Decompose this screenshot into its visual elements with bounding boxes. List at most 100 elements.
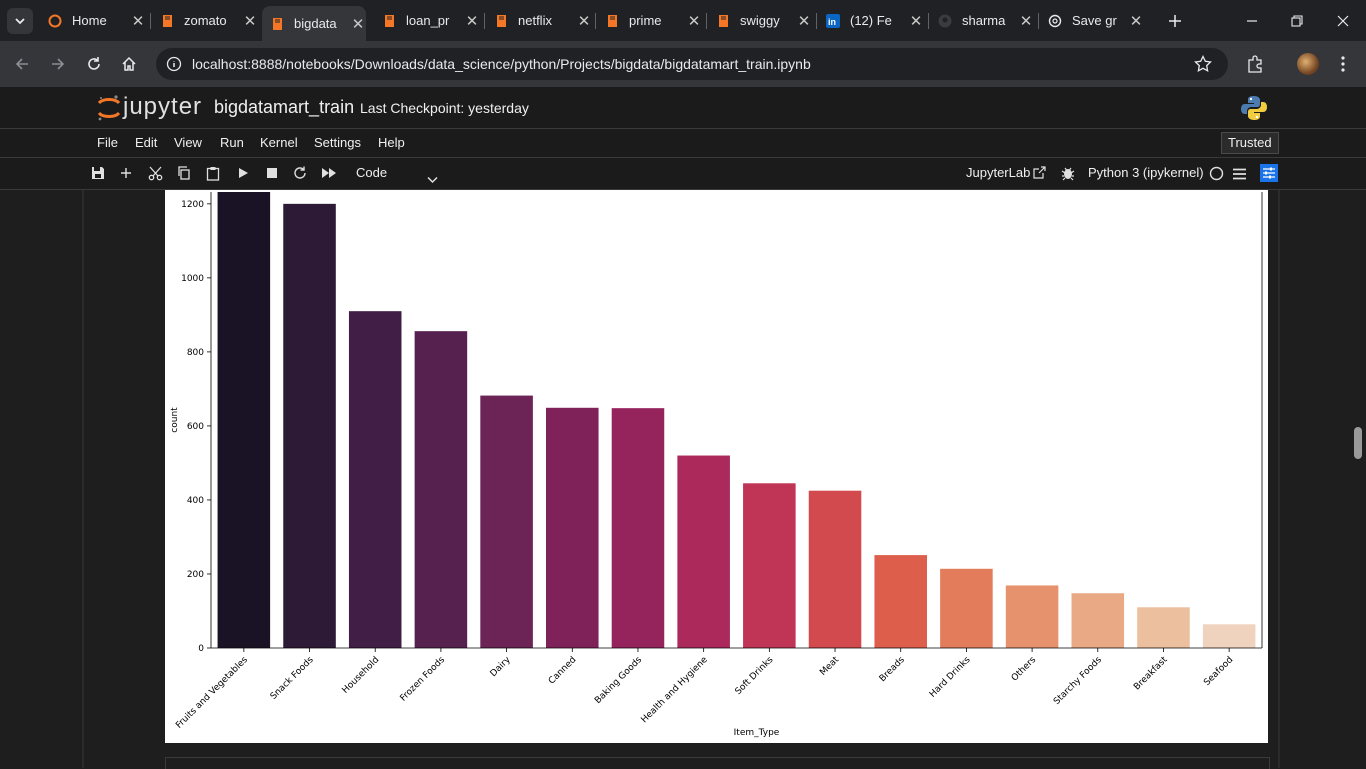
browser-tab[interactable]: loan_pr ✕: [374, 0, 480, 41]
close-tab-icon[interactable]: ✕: [797, 12, 811, 30]
external-link-icon[interactable]: [1033, 166, 1046, 184]
browser-tab[interactable]: Home ✕: [40, 0, 146, 41]
y-tick-label: 1000: [181, 274, 204, 284]
profile-avatar[interactable]: [1293, 41, 1323, 87]
reload-button[interactable]: [79, 41, 109, 87]
browser-tab[interactable]: bigdata ✕: [262, 6, 366, 41]
tab-title: Save gr: [1072, 13, 1117, 28]
browser-tab[interactable]: Save gr ✕: [1040, 0, 1144, 41]
browser-tab[interactable]: sharma ✕: [930, 0, 1034, 41]
bar: [874, 555, 927, 648]
checkpoint-status: Last Checkpoint: yesterday: [360, 100, 529, 116]
close-tab-icon[interactable]: ✕: [577, 12, 591, 30]
tab-separator: [706, 13, 707, 29]
close-tab-icon[interactable]: ✕: [131, 12, 145, 30]
close-icon: [1337, 15, 1349, 26]
home-button[interactable]: [114, 41, 144, 87]
save-icon: [92, 167, 104, 179]
bar: [940, 568, 993, 648]
trusted-indicator[interactable]: Trusted: [1221, 132, 1279, 154]
close-tab-icon[interactable]: ✕: [465, 12, 479, 30]
y-tick-label: 600: [187, 422, 204, 432]
close-tab-icon[interactable]: ✕: [909, 12, 923, 30]
copy-button[interactable]: [175, 164, 193, 182]
extensions-button[interactable]: [1240, 41, 1270, 87]
cut-button[interactable]: [146, 164, 164, 182]
x-tick-label: Starchy Foods: [1052, 655, 1104, 707]
openai-icon: [1048, 14, 1062, 27]
notebook-icon: [497, 14, 506, 27]
cell-type-select[interactable]: Code: [356, 165, 388, 180]
toc-list-icon[interactable]: [1233, 167, 1246, 185]
play-icon: [239, 168, 248, 178]
close-tab-icon[interactable]: ✕: [351, 15, 365, 33]
tab-search-button[interactable]: [6, 0, 34, 41]
jupyter-logo[interactable]: jupyter: [95, 93, 205, 128]
next-code-cell[interactable]: [165, 757, 1270, 769]
browser-tab[interactable]: zomato ✕: [152, 0, 258, 41]
interrupt-button[interactable]: [263, 164, 281, 182]
restart-run-all-button[interactable]: [320, 164, 338, 182]
cell-output-plot: 0 200 400 600 800 1000 1200 Fruits and Vegetabl…: [165, 190, 1268, 743]
scissors-icon: [148, 166, 162, 180]
menu-file[interactable]: File: [97, 135, 118, 150]
debugger-bug-icon[interactable]: [1061, 165, 1075, 186]
close-tab-icon[interactable]: ✕: [1129, 12, 1143, 30]
x-tick-label: Dairy: [489, 655, 513, 679]
forward-button[interactable]: [43, 41, 73, 87]
browser-tab[interactable]: prime ✕: [597, 0, 702, 41]
left-gutter: [82, 190, 84, 768]
close-tab-icon[interactable]: ✕: [687, 12, 701, 30]
restart-button[interactable]: [291, 164, 309, 182]
arrow-right-icon: [52, 58, 65, 70]
linkedin-icon: in: [826, 13, 840, 28]
menu-view[interactable]: View: [174, 135, 202, 150]
property-inspector-icon[interactable]: [1260, 164, 1278, 182]
python-logo-icon: [1240, 94, 1268, 127]
url-text[interactable]: localhost:8888/notebooks/Downloads/data_…: [192, 56, 811, 72]
menu-kernel[interactable]: Kernel: [260, 135, 298, 150]
refresh-icon: [294, 166, 306, 179]
paste-button[interactable]: [204, 164, 222, 182]
browser-tab[interactable]: in (12) Fe ✕: [818, 0, 924, 41]
x-tick-label: Soft Drinks: [733, 655, 775, 697]
open-in-jupyterlab-button[interactable]: JupyterLab: [966, 165, 1031, 180]
menu-edit[interactable]: Edit: [135, 135, 158, 150]
address-bar[interactable]: localhost:8888/notebooks/Downloads/data_…: [156, 48, 1228, 80]
menu-settings[interactable]: Settings: [314, 135, 361, 150]
x-axis-label: Item_Type: [734, 728, 780, 738]
kernel-name[interactable]: Python 3 (ipykernel): [1088, 165, 1204, 180]
bar-chart: 0 200 400 600 800 1000 1200 Fruits and Vegetabl…: [170, 192, 1263, 738]
save-button[interactable]: [89, 164, 107, 182]
browser-menu-button[interactable]: [1328, 41, 1358, 87]
menu-run[interactable]: Run: [220, 135, 244, 150]
tab-title: loan_pr: [406, 13, 450, 28]
bookmark-star-icon[interactable]: [1194, 54, 1212, 78]
close-tab-icon[interactable]: ✕: [1019, 12, 1033, 30]
chevron-down-icon: [7, 7, 33, 34]
bar: [414, 331, 468, 648]
new-tab-button[interactable]: [1160, 0, 1190, 41]
restore-button[interactable]: [1274, 0, 1320, 41]
run-button[interactable]: [234, 164, 252, 182]
y-tick-label: 400: [187, 496, 204, 506]
menu-help[interactable]: Help: [378, 135, 405, 150]
notebook-icon: [163, 14, 172, 27]
browser-tab[interactable]: swiggy ✕: [708, 0, 812, 41]
bar: [1137, 607, 1190, 648]
notebook-icon: [719, 14, 728, 27]
minimize-button[interactable]: [1229, 0, 1275, 41]
browser-tab[interactable]: netflix ✕: [486, 0, 592, 41]
notebook-title[interactable]: bigdatamart_train: [214, 97, 355, 117]
stop-icon: [267, 168, 277, 178]
copy-icon: [178, 166, 190, 180]
insert-cell-button[interactable]: [117, 164, 135, 182]
site-info-icon[interactable]: [166, 56, 182, 77]
close-tab-icon[interactable]: ✕: [243, 12, 257, 30]
close-window-button[interactable]: [1320, 0, 1366, 41]
back-button[interactable]: [7, 41, 37, 87]
chevron-down-icon[interactable]: [427, 171, 438, 189]
reload-icon: [88, 57, 100, 70]
scrollbar-thumb[interactable]: [1354, 427, 1362, 459]
tab-separator: [1038, 13, 1039, 29]
